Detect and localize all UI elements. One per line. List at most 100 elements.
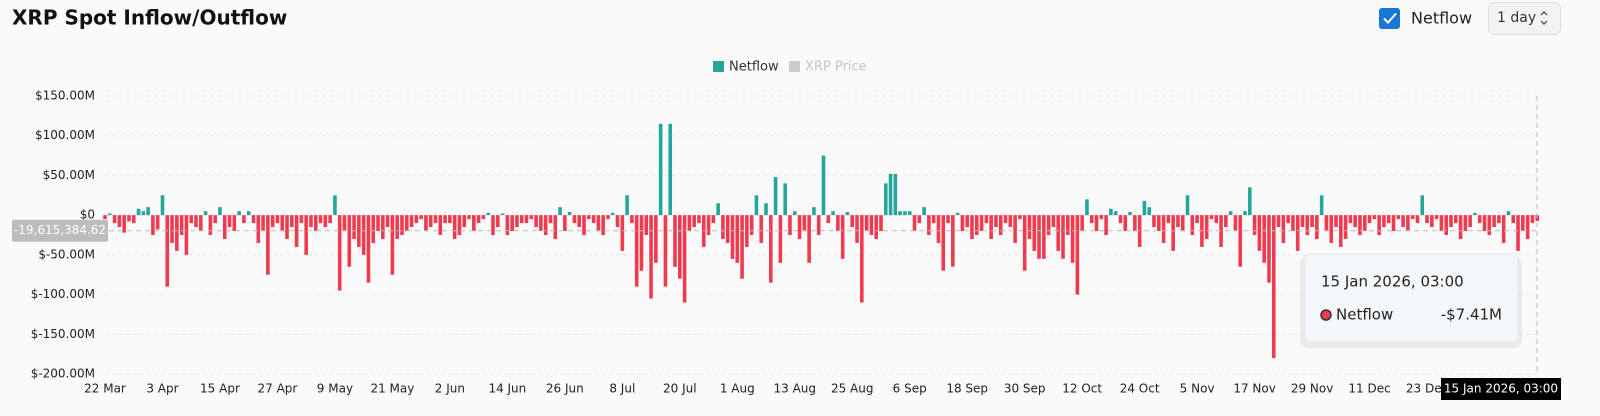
tooltip-box (1304, 253, 1519, 343)
x-tick-label: 2 Jun (435, 382, 465, 396)
bar (955, 212, 960, 216)
x-tick-label: 15 Apr (200, 382, 240, 396)
select-value[interactable]: 1 day (1497, 10, 1536, 26)
x-tick-label: 18 Sep (946, 382, 988, 396)
bar (452, 215, 457, 239)
bar (654, 215, 658, 263)
bar (998, 215, 1003, 235)
bar (1018, 215, 1022, 220)
bar (515, 215, 519, 228)
bar (519, 215, 524, 224)
bar (175, 215, 179, 251)
bar (529, 215, 534, 220)
bar (1530, 215, 1535, 224)
bar (179, 215, 184, 235)
bar (812, 207, 816, 216)
bar (1238, 215, 1243, 267)
bar (1252, 215, 1257, 235)
bar (328, 215, 332, 224)
netflow-toggle[interactable]: Netflow (1379, 8, 1472, 29)
bar (313, 215, 318, 232)
bar (1449, 215, 1453, 228)
bar (1089, 215, 1094, 224)
x-tick-label: 14 Jun (488, 382, 526, 396)
bar (1133, 215, 1137, 232)
checkbox[interactable] (1379, 8, 1400, 29)
bar (994, 215, 998, 228)
bar (1458, 215, 1463, 239)
bar (381, 215, 385, 239)
bar (361, 215, 366, 255)
bar (1386, 215, 1391, 224)
bar (1501, 215, 1506, 243)
bar (385, 215, 390, 228)
bar (1291, 215, 1295, 232)
bar (443, 215, 447, 224)
x-tick-label: 1 Aug (720, 382, 755, 396)
bar (543, 215, 548, 235)
bar (294, 215, 299, 247)
bar (136, 208, 141, 216)
crosshair-x-label-box (1441, 378, 1561, 400)
bar (644, 215, 649, 235)
bar (1492, 215, 1496, 228)
bar (309, 215, 313, 228)
bar (1271, 215, 1276, 359)
bar (1396, 215, 1401, 220)
bar (725, 215, 730, 243)
bar (1262, 215, 1266, 263)
bar (117, 215, 122, 228)
bar (845, 211, 850, 216)
bar (912, 215, 917, 232)
bar (1042, 215, 1046, 259)
bar (769, 215, 773, 283)
bar (596, 215, 601, 232)
bar (582, 215, 586, 235)
x-tick-label: 25 Aug (831, 382, 874, 396)
bar (1315, 215, 1319, 239)
bar (1195, 215, 1199, 224)
bar (1425, 215, 1429, 224)
bar (874, 215, 878, 239)
bar (907, 211, 912, 216)
bar (936, 215, 941, 243)
bar (922, 207, 926, 216)
bar (256, 215, 261, 243)
bar (1243, 211, 1247, 216)
bar (1123, 215, 1128, 232)
tooltip: 15 Jan 2026, 03:00 Netflow -$7.41M (1300, 253, 1522, 348)
select-box[interactable] (1488, 2, 1561, 35)
bar (505, 215, 510, 235)
bar (1099, 215, 1104, 220)
select-chevron (1540, 11, 1548, 25)
bar (1463, 215, 1468, 232)
bar (1003, 215, 1008, 224)
bar (1305, 215, 1310, 235)
bar (280, 215, 285, 232)
bar (745, 215, 749, 247)
bar (1219, 215, 1223, 247)
tooltip-marker (1320, 309, 1332, 321)
bar (1420, 195, 1425, 216)
bar (678, 215, 682, 279)
bar (586, 215, 591, 220)
bar (606, 215, 610, 220)
bar (1300, 215, 1305, 228)
bar (1468, 215, 1472, 228)
bar (251, 215, 256, 224)
interval-select[interactable]: 1 day (1488, 2, 1561, 35)
checkbox-label[interactable]: Netflow (1411, 9, 1472, 28)
x-tick-label: 5 Nov (1180, 382, 1215, 396)
x-tick-label: 22 Mar (84, 382, 126, 396)
bar (1109, 208, 1113, 216)
bar (404, 215, 409, 232)
bar (400, 215, 404, 235)
bar (821, 155, 826, 216)
bar (141, 211, 146, 216)
bar (970, 215, 974, 239)
y-tick-label: $50.00M (43, 168, 95, 182)
bar (960, 215, 965, 232)
bar (275, 215, 280, 224)
bar (524, 215, 529, 224)
